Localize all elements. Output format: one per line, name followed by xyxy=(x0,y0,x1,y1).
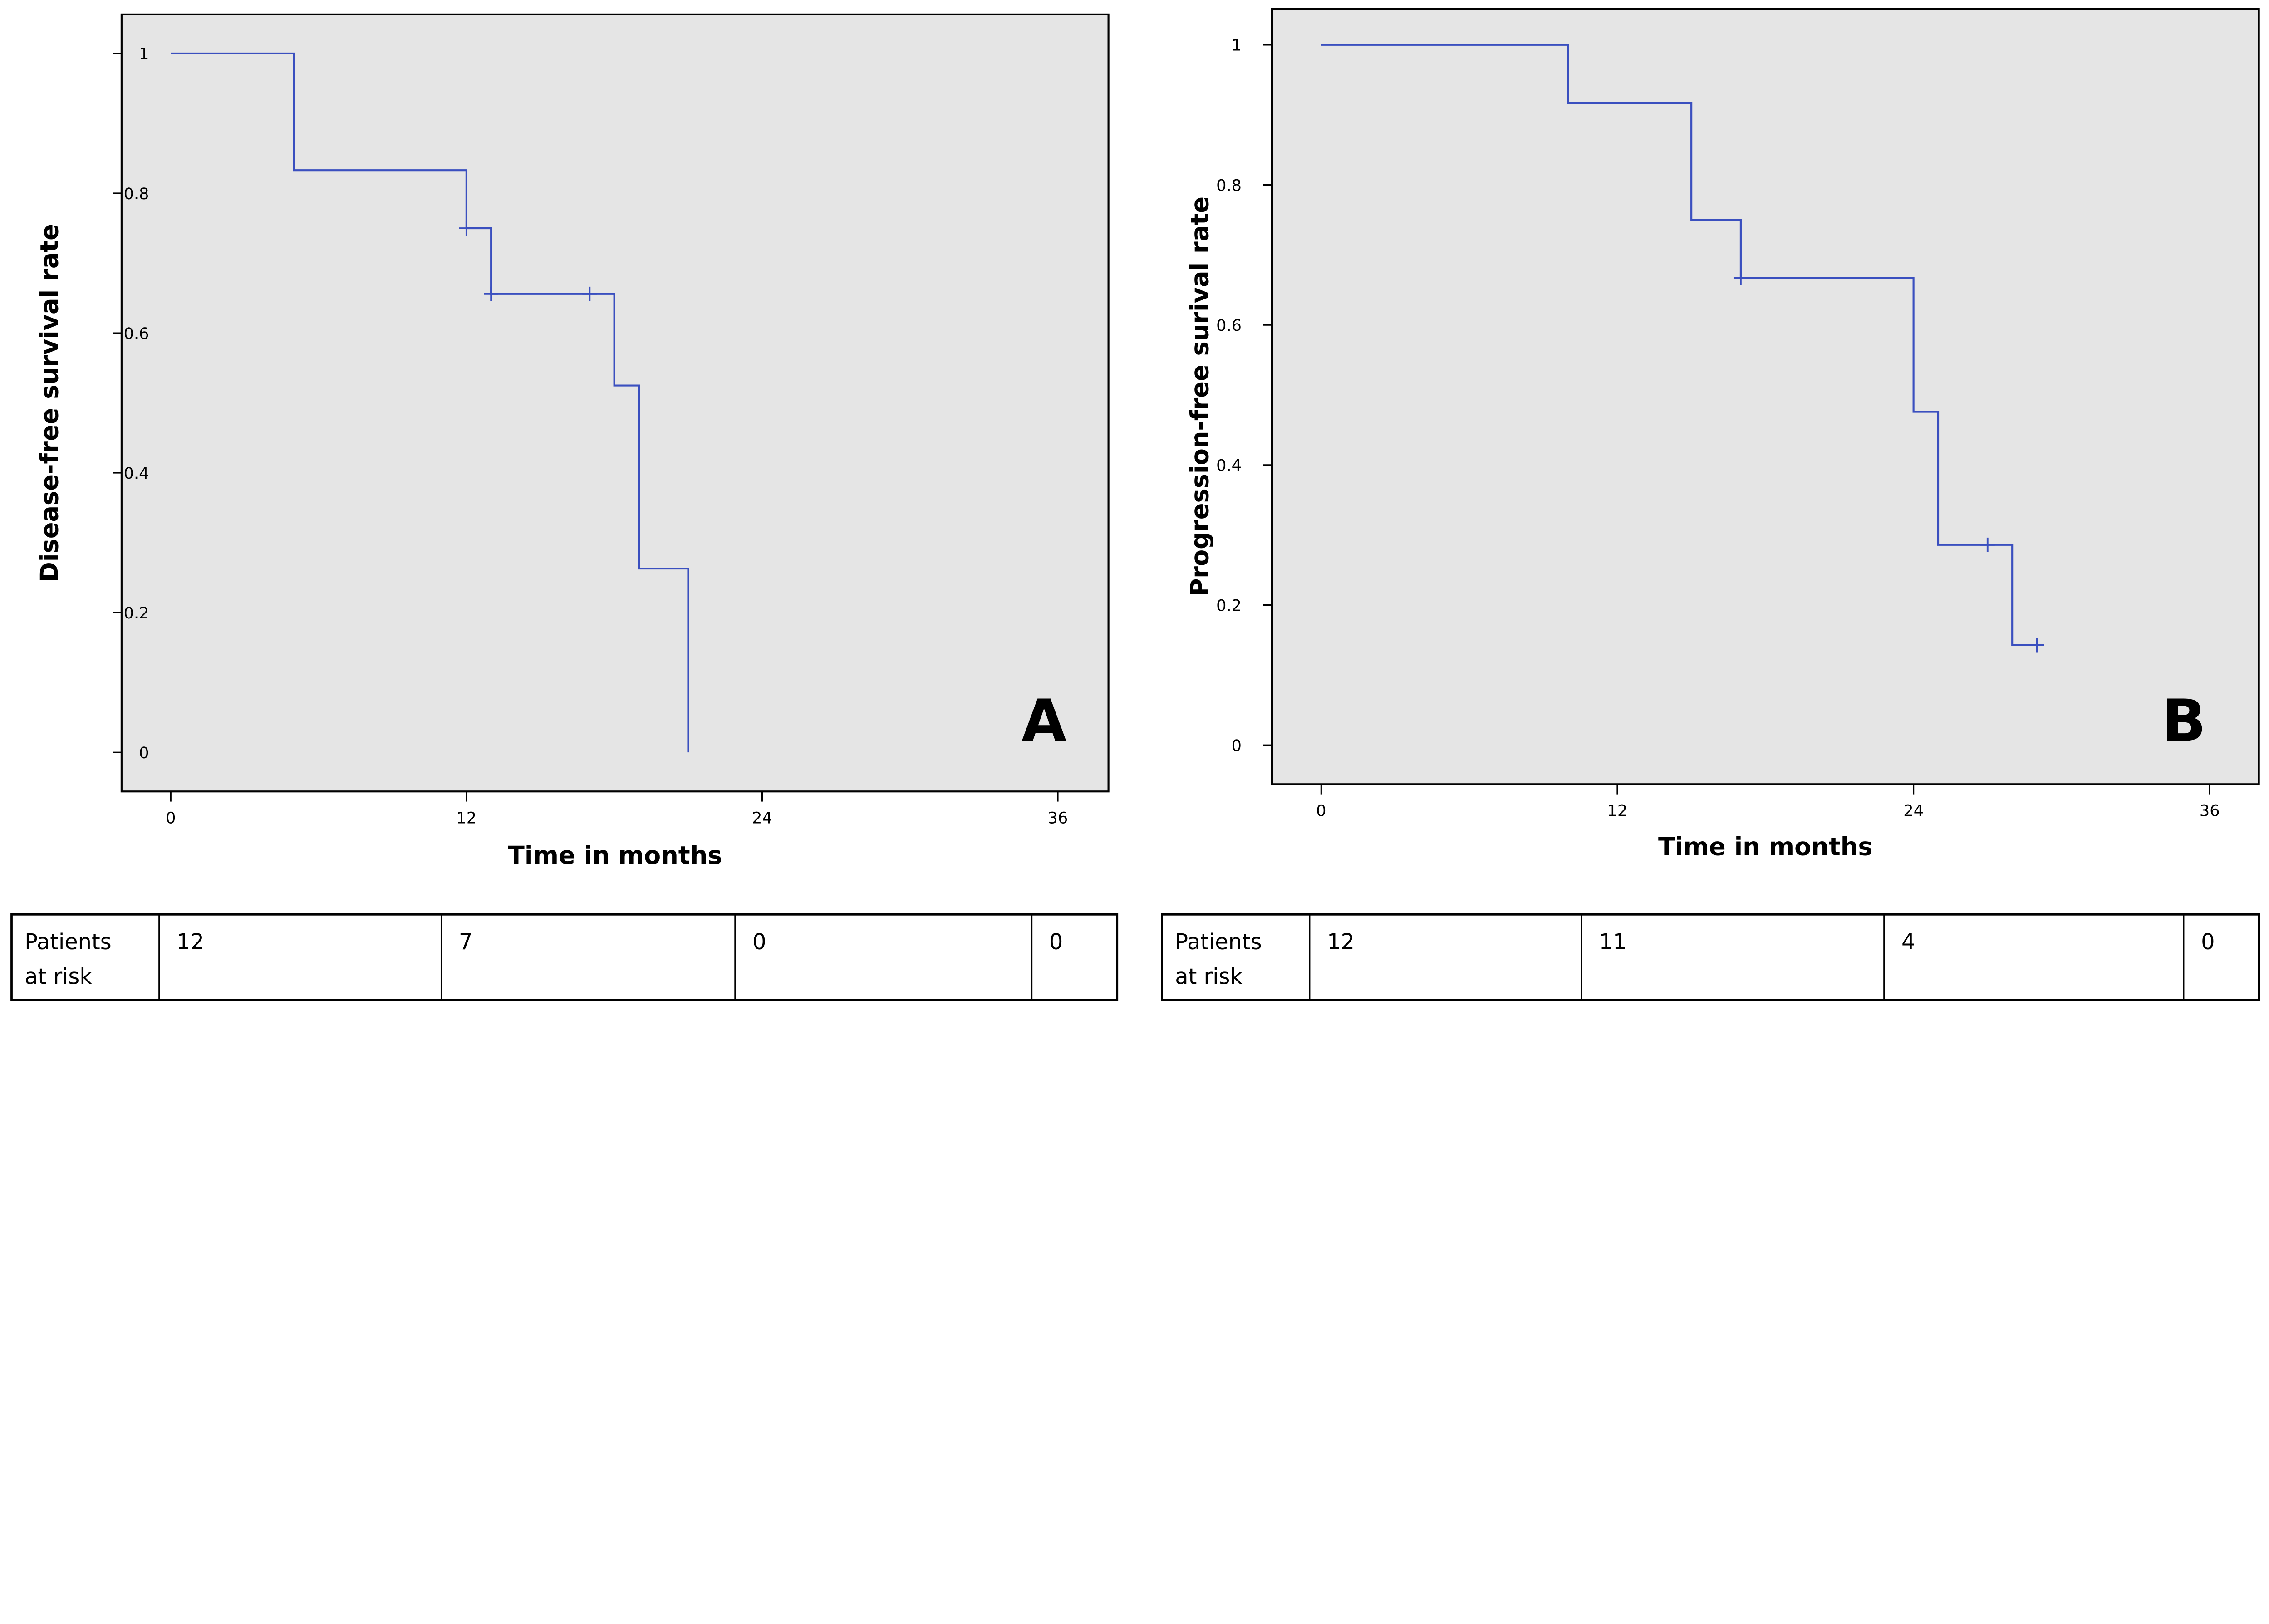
panel-letter: B xyxy=(2162,688,2206,755)
panel-letter: A xyxy=(1022,688,1066,755)
risk-table-label: Patients xyxy=(25,930,111,955)
y-axis-label: Progression-free surival rate xyxy=(1186,196,1214,596)
km-figure: 0 0.2 0.4 0.6 0.8 1 0 12 24 36 Time in months Disea… xyxy=(10,8,2260,1001)
x-tick-label: 12 xyxy=(1607,801,1628,820)
risk-table xyxy=(10,913,1119,1001)
risk-table-value: 12 xyxy=(177,930,204,955)
risk-table-label: at risk xyxy=(25,964,92,989)
risk-table-value: 11 xyxy=(1599,930,1627,955)
censor-mark xyxy=(1980,537,1995,552)
plot-area xyxy=(1271,8,2260,785)
y-tick-label: 1 xyxy=(139,45,149,64)
x-tick-label: 0 xyxy=(166,809,176,827)
panel-a: 0 0.2 0.4 0.6 0.8 1 0 12 24 36 Time in months Disea… xyxy=(10,13,1119,1001)
risk-table-value: 7 xyxy=(459,930,472,955)
y-tick-label: 0.4 xyxy=(1216,456,1242,475)
risk-table-label: at risk xyxy=(1175,964,1243,989)
y-tick-label: 0.8 xyxy=(124,185,149,203)
x-tick-label: 24 xyxy=(1903,801,1924,820)
x-tick-label: 24 xyxy=(752,809,772,827)
figure: 0 0.2 0.4 0.6 0.8 1 0 12 24 36 Time in months Disea… xyxy=(10,8,2260,1001)
y-tick-label: 0.2 xyxy=(124,604,149,623)
y-tick-label: 0 xyxy=(139,744,149,762)
x-axis-label: Time in months xyxy=(1658,833,1873,861)
x-tick-label: 12 xyxy=(457,809,477,827)
y-tick-label: 1 xyxy=(1232,36,1242,55)
y-tick-label: 0.2 xyxy=(1216,596,1242,615)
censor-mark xyxy=(2029,638,2044,653)
risk-table-label: Patients xyxy=(1175,930,1262,955)
censor-mark xyxy=(459,221,474,236)
risk-table-value: 0 xyxy=(2201,930,2215,955)
x-tick-label: 36 xyxy=(2200,801,2220,820)
censor-mark xyxy=(582,286,597,301)
x-axis-label: Time in months xyxy=(508,841,722,870)
risk-table-value: 0 xyxy=(1049,930,1063,955)
y-tick-label: 0 xyxy=(1232,736,1242,755)
plot-area xyxy=(120,13,1110,793)
y-tick-label: 0.6 xyxy=(124,324,149,343)
risk-table-value: 4 xyxy=(1901,930,1915,955)
y-tick-label: 0.8 xyxy=(1216,176,1242,195)
risk-table-value: 12 xyxy=(1327,930,1355,955)
y-tick-label: 0.4 xyxy=(124,464,149,483)
x-tick-label: 36 xyxy=(1048,809,1068,827)
censor-mark xyxy=(1733,270,1748,285)
panel-b: 0 0.2 0.4 0.6 0.8 1 0 12 24 36 Time in months Progr… xyxy=(1161,8,2260,1001)
y-tick-label: 0.6 xyxy=(1216,316,1242,335)
risk-table-value: 0 xyxy=(752,930,766,955)
censor-mark xyxy=(484,286,499,301)
survival-curve xyxy=(1321,44,2037,646)
x-tick-label: 0 xyxy=(1316,801,1326,820)
risk-table xyxy=(1161,913,2260,1001)
y-axis-label: Disease-free survival rate xyxy=(35,224,64,582)
